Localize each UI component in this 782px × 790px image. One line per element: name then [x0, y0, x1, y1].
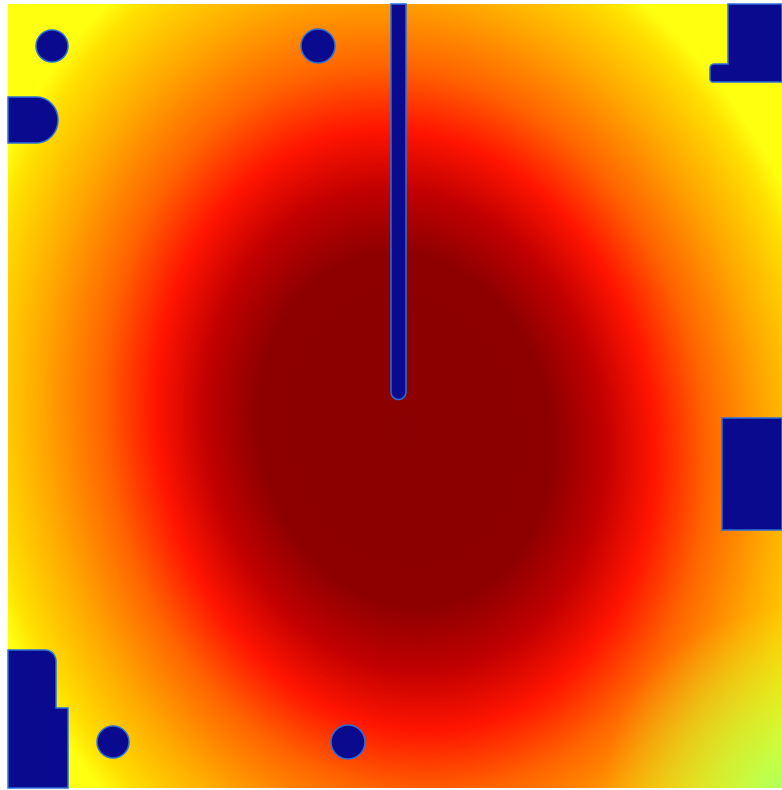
hole: [35, 29, 69, 63]
notch: [7, 96, 59, 144]
cutout: [721, 417, 782, 531]
cutout: [7, 649, 69, 789]
hole: [300, 28, 336, 64]
holes: [7, 3, 782, 789]
cutout: [709, 3, 782, 83]
hole: [96, 725, 130, 759]
slot: [390, 3, 407, 401]
hole: [330, 724, 366, 760]
